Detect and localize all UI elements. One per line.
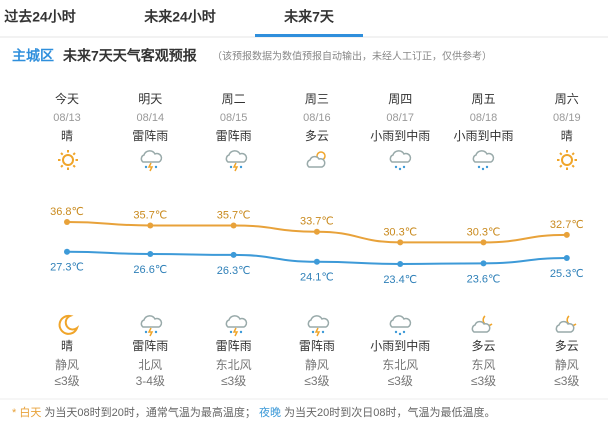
footer-night-text: 为当天20时到次日08时，气温为最低温度。	[284, 405, 495, 419]
temperature-label: 23.6℃	[467, 273, 501, 285]
wind-direction: 东风	[471, 358, 495, 372]
header-title: 未来7天天气客观预报	[63, 48, 197, 64]
wind-direction: 静风	[305, 358, 329, 372]
temperature-point	[480, 260, 487, 267]
temperature-point	[147, 250, 154, 257]
temperature-label: 24.1℃	[300, 272, 334, 284]
wind-direction: 静风	[55, 358, 79, 372]
day-weather: 小雨到中雨	[370, 128, 430, 143]
weather-icon	[389, 315, 412, 336]
weather-icon	[471, 315, 493, 333]
header-note: （该预报数据为数值预报自动输出，未经人工订正，仅供参考）	[212, 50, 492, 63]
wind-level: ≤3级	[388, 374, 413, 388]
temperature-label: 23.4℃	[383, 274, 417, 286]
night-weather: 雷阵雨	[216, 339, 252, 353]
weather-icon	[58, 314, 78, 335]
weather-icon	[225, 150, 248, 172]
temperature-point	[64, 219, 70, 225]
day-weather: 多云	[305, 129, 329, 143]
active-tab-indicator	[255, 34, 363, 37]
wind-level: ≤3级	[554, 374, 579, 388]
day-date: 08/17	[386, 112, 414, 124]
day-name: 周二	[222, 92, 246, 106]
temperature-label: 30.3℃	[467, 226, 501, 238]
wind-level: 3-4级	[136, 374, 165, 388]
day-name: 周四	[388, 92, 412, 106]
wind-direction: 东北风	[216, 358, 252, 372]
temperature-point	[313, 228, 320, 235]
footer-night-term: 夜晚	[259, 405, 281, 419]
temperature-label: 35.7℃	[217, 209, 251, 221]
wind-level: ≤3级	[471, 374, 496, 388]
weather-icon	[306, 151, 326, 168]
temperature-label: 30.3℃	[383, 226, 417, 238]
wind-direction: 静风	[555, 358, 579, 372]
tab[interactable]: 过去24小时	[4, 9, 76, 25]
temperature-label: 32.7℃	[550, 219, 584, 231]
night-weather: 多云	[555, 339, 579, 353]
day-date: 08/15	[220, 112, 248, 124]
temperature-point	[147, 222, 154, 229]
weather-icon	[556, 149, 578, 171]
temperature-label: 26.3℃	[217, 265, 251, 277]
weather-icon	[140, 150, 163, 172]
weather-icon	[389, 150, 412, 171]
weather-icon	[307, 315, 330, 337]
day-name: 周五	[471, 92, 495, 106]
footer-star: *	[12, 407, 17, 419]
weather-icon	[555, 315, 577, 333]
day-name: 今天	[55, 91, 79, 106]
day-date: 08/14	[137, 112, 165, 124]
day-weather: 雷阵雨	[216, 129, 252, 143]
temperature-point	[397, 261, 404, 267]
temperature-label: 36.8℃	[50, 206, 84, 218]
night-weather: 雷阵雨	[132, 339, 168, 353]
weather-icon	[140, 315, 163, 337]
night-weather: 小雨到中雨	[370, 338, 430, 353]
wind-level: ≤3级	[54, 374, 79, 388]
weather-icon	[225, 315, 248, 337]
temperature-point	[64, 248, 70, 255]
day-weather: 晴	[561, 129, 573, 143]
temperature-point	[480, 239, 487, 246]
wind-direction: 东北风	[382, 358, 418, 372]
temperature-point	[397, 239, 404, 246]
day-weather: 晴	[61, 129, 73, 143]
temperature-label: 33.7℃	[300, 216, 334, 228]
wind-level: ≤3级	[221, 374, 246, 388]
wind-direction: 北风	[138, 358, 162, 372]
temperature-point	[313, 258, 320, 265]
region: 主城区	[12, 48, 54, 64]
day-weather: 雷阵雨	[132, 129, 168, 143]
temperature-label: 35.7℃	[133, 209, 167, 221]
temperature-point	[563, 231, 570, 238]
footer: * 白天 为当天08时到20时，通常气温为最高温度； 夜晚 为当天20时到次日0…	[12, 405, 496, 419]
day-weather: 小雨到中雨	[453, 128, 513, 143]
footer-day-text: 为当天08时到20时，通常气温为最高温度；	[44, 405, 255, 419]
wind-level: ≤3级	[304, 374, 329, 388]
temperature-point	[230, 251, 237, 258]
temperature-label: 26.6℃	[133, 264, 167, 276]
temperature-label: 27.3℃	[50, 262, 84, 274]
temperature-point	[230, 222, 237, 229]
temperature-label: 25.3℃	[550, 268, 584, 280]
day-date: 08/18	[470, 112, 498, 124]
day-name: 周六	[555, 92, 579, 106]
day-date: 08/13	[53, 112, 81, 124]
tab[interactable]: 未来7天	[284, 9, 335, 25]
tab[interactable]: 未来24小时	[144, 9, 216, 25]
night-weather: 晴	[61, 339, 73, 353]
day-date: 08/16	[303, 112, 331, 124]
day-name: 周三	[305, 92, 329, 106]
day-name: 明天	[138, 92, 162, 106]
temperature-point	[563, 255, 570, 262]
weather-icon	[472, 150, 495, 171]
day-date: 08/19	[553, 112, 581, 124]
night-weather: 雷阵雨	[299, 339, 335, 353]
footer-day-term: 白天	[19, 405, 41, 419]
night-weather: 多云	[471, 339, 495, 353]
weather-icon	[57, 149, 79, 171]
